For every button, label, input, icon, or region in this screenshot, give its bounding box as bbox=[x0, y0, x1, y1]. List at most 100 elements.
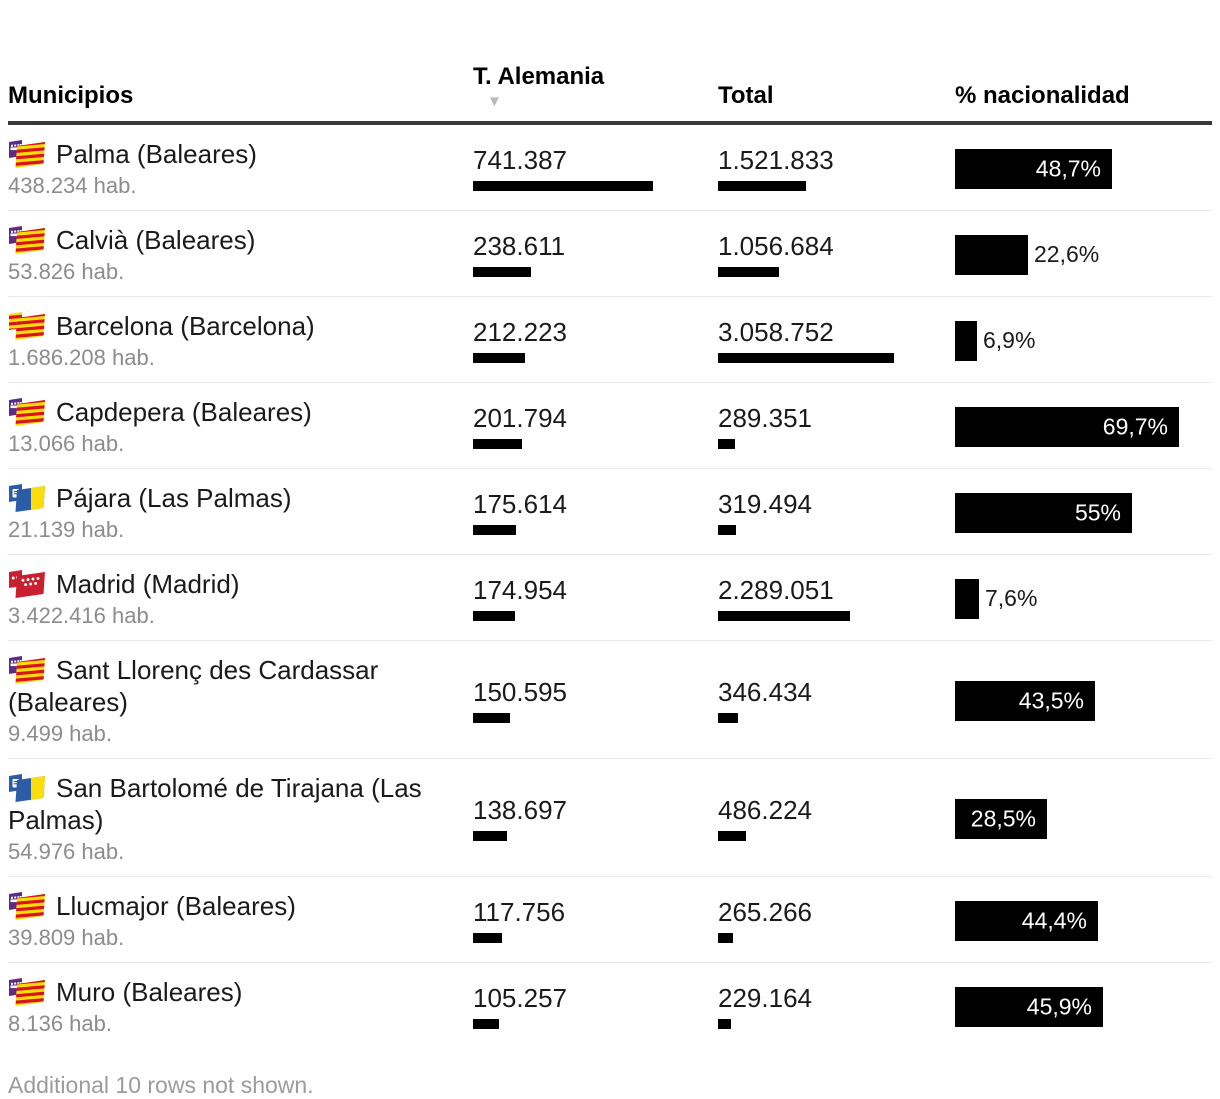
population-label: 1.686.208 hab. bbox=[8, 345, 155, 370]
total-value: 2.289.051 bbox=[718, 575, 834, 605]
t-alemania-value: 174.954 bbox=[473, 575, 567, 605]
population-label: 438.234 hab. bbox=[8, 173, 137, 198]
t-alemania-value: 117.756 bbox=[473, 897, 566, 927]
column-header-pct-nacionalidad[interactable]: % nacionalidad bbox=[955, 81, 1212, 121]
municipalities-table: Municipios T. Alemania ▼ Total % naciona… bbox=[8, 0, 1212, 1048]
municipality-name: San Bartolomé de Tirajana (Las Palmas) bbox=[8, 773, 422, 835]
pct-nacionalidad-label: 44,4% bbox=[1021, 907, 1087, 933]
pct-nacionalidad-bar: 48,7% bbox=[955, 148, 1112, 189]
municipality-name-line: San Bartolomé de Tirajana (Las Palmas) bbox=[8, 772, 473, 836]
total-value: 1.521.833 bbox=[718, 145, 834, 175]
municipality-name-line: Palma (Baleares) bbox=[8, 138, 271, 170]
pct-nacionalidad-label: 22,6% bbox=[1034, 241, 1100, 267]
column-header-pct-nacionalidad-label: % nacionalidad bbox=[955, 81, 1130, 109]
madrid-flag-icon bbox=[8, 569, 46, 599]
t-alemania-value: 212.223 bbox=[473, 317, 567, 347]
column-header-total[interactable]: Total bbox=[718, 81, 955, 121]
population-label: 13.066 hab. bbox=[8, 431, 125, 456]
table-row: Barcelona (Barcelona) 1.686.208 hab. 212… bbox=[8, 297, 1212, 383]
t-alemania-bar bbox=[473, 267, 531, 277]
municipality-name-line: Capdepera (Baleares) bbox=[8, 396, 326, 428]
t-alemania-value: 741.387 bbox=[473, 145, 567, 175]
total-value: 1.056.684 bbox=[718, 231, 834, 261]
pct-nacionalidad-label: 55% bbox=[1074, 499, 1121, 525]
pct-nacionalidad-bar: 45,9% bbox=[955, 986, 1103, 1027]
total-bar bbox=[718, 933, 733, 943]
municipality-name: Calvià (Baleares) bbox=[56, 225, 256, 255]
t-alemania-bar bbox=[473, 933, 502, 943]
municipality-name: Muro (Baleares) bbox=[56, 977, 243, 1007]
balearic-islands-flag-icon bbox=[8, 655, 46, 685]
t-alemania-value: 105.257 bbox=[473, 983, 567, 1013]
pct-nacionalidad-label: 69,7% bbox=[1102, 413, 1168, 439]
table-body: Palma (Baleares) 438.234 hab. 741.387 1.… bbox=[8, 125, 1212, 1048]
municipality-name: Barcelona (Barcelona) bbox=[56, 311, 315, 341]
table-row: Sant Llorenç des Cardassar (Baleares) 9.… bbox=[8, 641, 1212, 759]
municipality-name-line: Calvià (Baleares) bbox=[8, 224, 269, 256]
total-value: 229.164 bbox=[718, 983, 812, 1013]
t-alemania-bar bbox=[473, 611, 515, 621]
total-value: 486.224 bbox=[718, 795, 812, 825]
balearic-islands-flag-icon bbox=[8, 891, 46, 921]
total-bar bbox=[718, 525, 736, 535]
balearic-islands-flag-icon bbox=[8, 225, 46, 255]
population-label: 54.976 hab. bbox=[8, 839, 125, 864]
table-row: Palma (Baleares) 438.234 hab. 741.387 1.… bbox=[8, 125, 1212, 211]
total-value: 265.266 bbox=[718, 897, 812, 927]
t-alemania-bar bbox=[473, 525, 516, 535]
population-label: 3.422.416 hab. bbox=[8, 603, 155, 628]
footer-note: Additional 10 rows not shown. bbox=[8, 1072, 314, 1098]
total-bar bbox=[718, 611, 850, 621]
municipality-name: Sant Llorenç des Cardassar (Baleares) bbox=[8, 655, 379, 717]
population-label: 39.809 hab. bbox=[8, 925, 125, 950]
catalonia-flag-icon bbox=[8, 311, 46, 341]
total-bar bbox=[718, 267, 779, 277]
total-bar bbox=[718, 831, 746, 841]
t-alemania-bar bbox=[473, 831, 507, 841]
canary-islands-flag-icon bbox=[8, 773, 46, 803]
column-header-total-label: Total bbox=[718, 81, 774, 109]
table-header-row: Municipios T. Alemania ▼ Total % naciona… bbox=[8, 0, 1212, 125]
municipality-name-line: Pájara (Las Palmas) bbox=[8, 482, 306, 514]
table-row: Capdepera (Baleares) 13.066 hab. 201.794… bbox=[8, 383, 1212, 469]
total-bar bbox=[718, 439, 735, 449]
municipality-name: Capdepera (Baleares) bbox=[56, 397, 312, 427]
municipality-name: Madrid (Madrid) bbox=[56, 569, 240, 599]
column-header-municipios[interactable]: Municipios bbox=[8, 81, 473, 121]
municipality-name-line: Sant Llorenç des Cardassar (Baleares) bbox=[8, 654, 473, 718]
balearic-islands-flag-icon bbox=[8, 397, 46, 427]
column-header-t-alemania[interactable]: T. Alemania ▼ bbox=[473, 62, 718, 121]
pct-nacionalidad-bar bbox=[955, 234, 1028, 275]
pct-nacionalidad-label: 48,7% bbox=[1035, 155, 1101, 181]
pct-nacionalidad-label: 7,6% bbox=[985, 585, 1038, 611]
balearic-islands-flag-icon bbox=[8, 139, 46, 169]
t-alemania-bar bbox=[473, 353, 525, 363]
pct-nacionalidad-bar: 69,7% bbox=[955, 406, 1179, 447]
balearic-islands-flag-icon bbox=[8, 977, 46, 1007]
table-row: Muro (Baleares) 8.136 hab. 105.257 229.1… bbox=[8, 963, 1212, 1048]
column-header-municipios-label: Municipios bbox=[8, 81, 134, 109]
municipality-name: Llucmajor (Baleares) bbox=[56, 891, 296, 921]
total-value: 289.351 bbox=[718, 403, 812, 433]
table-row: Pájara (Las Palmas) 21.139 hab. 175.614 … bbox=[8, 469, 1212, 555]
table-row: Madrid (Madrid) 3.422.416 hab. 174.954 2… bbox=[8, 555, 1212, 641]
pct-nacionalidad-bar bbox=[955, 320, 977, 361]
t-alemania-bar bbox=[473, 1019, 499, 1029]
total-bar bbox=[718, 353, 894, 363]
t-alemania-value: 175.614 bbox=[473, 489, 567, 519]
table-row: Llucmajor (Baleares) 39.809 hab. 117.756… bbox=[8, 877, 1212, 963]
column-header-t-alemania-label: T. Alemania bbox=[473, 62, 605, 90]
sort-descending-icon[interactable]: ▼ bbox=[487, 93, 502, 110]
pct-nacionalidad-label: 43,5% bbox=[1018, 687, 1084, 713]
total-value: 3.058.752 bbox=[718, 317, 834, 347]
municipality-name: Palma (Baleares) bbox=[56, 139, 257, 169]
table-row: San Bartolomé de Tirajana (Las Palmas) 5… bbox=[8, 759, 1212, 877]
t-alemania-value: 150.595 bbox=[473, 677, 567, 707]
t-alemania-bar bbox=[473, 713, 510, 723]
total-bar bbox=[718, 713, 738, 723]
total-bar bbox=[718, 181, 806, 191]
table-row: Calvià (Baleares) 53.826 hab. 238.611 1.… bbox=[8, 211, 1212, 297]
pct-nacionalidad-bar: 28,5% bbox=[955, 798, 1047, 839]
municipality-name-line: Muro (Baleares) bbox=[8, 976, 256, 1008]
total-value: 346.434 bbox=[718, 677, 812, 707]
